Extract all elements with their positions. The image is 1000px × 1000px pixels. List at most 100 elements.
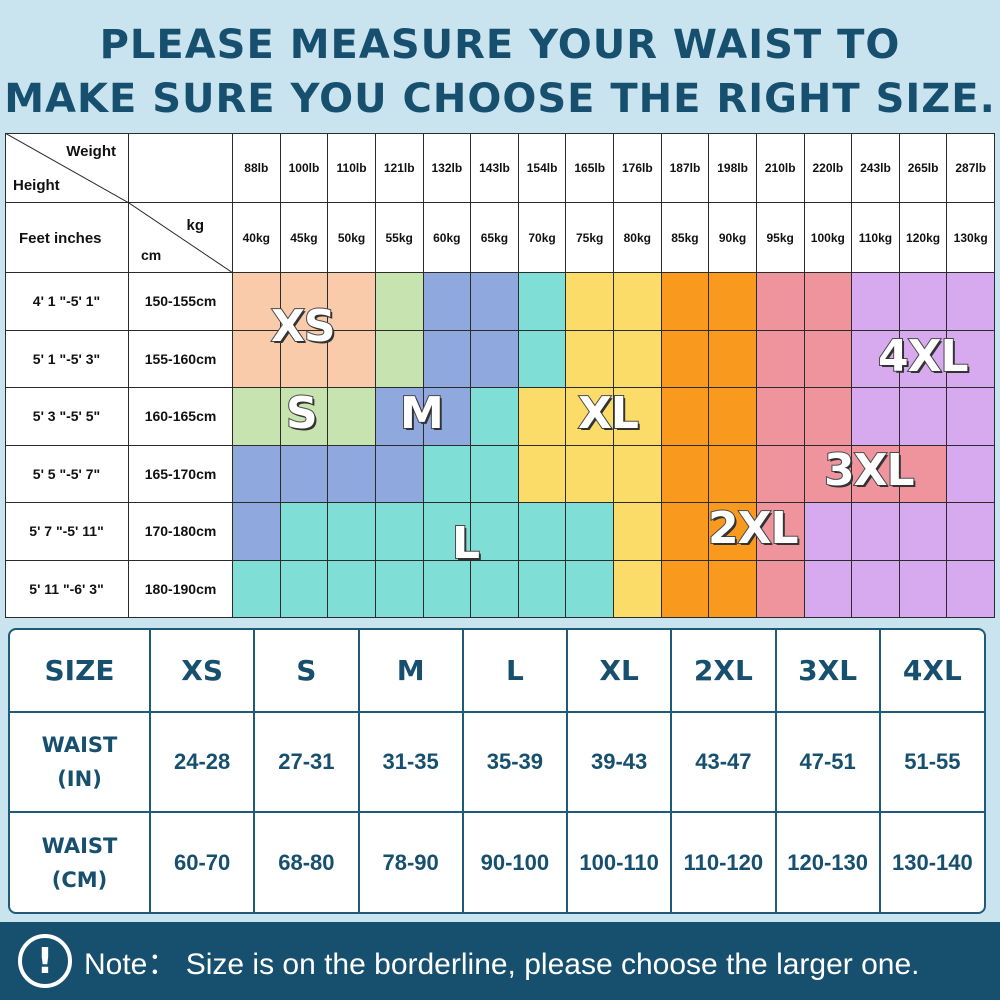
waist-cm-label-line: WAIST <box>41 833 118 858</box>
height-axis-label: Height <box>13 177 60 194</box>
size-cell <box>852 445 900 503</box>
size-cell <box>375 388 424 446</box>
waist-size-table: SIZE XS S M L XL 2XL 3XL 4XL WAIST (IN) 24-28 27-31… <box>8 628 986 914</box>
weight-kg-header: 80kg <box>614 203 662 273</box>
size-cell <box>280 445 329 503</box>
zone-label-4xl: 4XL <box>877 330 970 383</box>
size-cell <box>566 388 614 446</box>
size-cell <box>614 445 662 503</box>
waist-in-value: 51-55 <box>878 711 984 813</box>
size-cell <box>852 388 900 446</box>
waist-in-value: 27-31 <box>253 711 360 813</box>
waist-cm-value: 100-110 <box>565 811 673 912</box>
size-cell <box>899 503 948 561</box>
waist-cm-label-line: (CM) <box>51 867 108 892</box>
size-cell <box>756 445 805 503</box>
height-feet-label: 5' 1 "-5' 3" <box>5 330 129 388</box>
size-cell <box>233 560 281 618</box>
size-cell <box>947 330 995 388</box>
size-header-cell: 4XL <box>878 630 984 713</box>
size-cell <box>471 445 519 503</box>
size-cell <box>709 560 757 618</box>
zone-label-2xl: 2XL <box>707 502 800 555</box>
size-cell <box>375 445 424 503</box>
size-cell <box>852 503 900 561</box>
zone-label-m: M <box>399 387 445 440</box>
size-cell <box>471 503 519 561</box>
waist-table-header-row: SIZE XS S M L XL 2XL 3XL 4XL <box>10 630 984 713</box>
waist-in-label-line: (IN) <box>57 767 102 791</box>
size-cell <box>423 503 472 561</box>
size-header-cell: M <box>357 630 464 713</box>
size-cell <box>661 445 710 503</box>
weight-kg-header: 120kg <box>899 203 948 273</box>
waist-in-value: 39-43 <box>565 711 673 813</box>
waist-cm-value: 130-140 <box>878 811 984 912</box>
size-cell <box>566 560 614 618</box>
size-cell <box>375 503 424 561</box>
height-cm-label: 160-165cm <box>129 388 233 446</box>
weight-kg-header: 55kg <box>375 203 424 273</box>
weight-kg-header: 65kg <box>471 203 519 273</box>
waist-in-value: 35-39 <box>461 711 569 813</box>
note-text: Note： Size is on the borderline, please … <box>84 948 920 981</box>
size-cell <box>328 330 376 388</box>
size-cell <box>614 273 662 331</box>
kg-unit-label: kg <box>186 217 204 234</box>
size-cell <box>947 388 995 446</box>
weight-kg-header: 95kg <box>756 203 805 273</box>
waist-cm-row: WAIST (CM) 60-70 68-80 78-90 90-100 100-110 110… <box>10 811 984 912</box>
height-cm-label: 150-155cm <box>129 273 233 331</box>
size-cell <box>899 560 948 618</box>
weight-lb-header: 88lb <box>233 133 281 203</box>
size-cell <box>518 388 567 446</box>
size-cell <box>280 273 329 331</box>
size-cell <box>661 503 710 561</box>
height-cm-label: 180-190cm <box>129 560 233 618</box>
size-cell <box>661 388 710 446</box>
size-cell <box>899 445 948 503</box>
waist-in-label-line: WAIST <box>41 733 118 757</box>
waist-cm-value: 78-90 <box>357 811 464 912</box>
size-chart-grid: Weight Height Feet inches kg cm 88lb 100l… <box>5 133 995 618</box>
height-cm-label: 155-160cm <box>129 330 233 388</box>
size-cell <box>328 560 376 618</box>
size-cell <box>375 330 424 388</box>
waist-in-value: 43-47 <box>670 711 777 813</box>
headline-line-1: PLEASE MEASURE YOUR WAIST TO <box>99 22 901 68</box>
size-cell <box>709 330 757 388</box>
size-cell <box>328 503 376 561</box>
feet-inches-header: Feet inches <box>5 203 129 273</box>
weight-lb-header: 265lb <box>899 133 948 203</box>
weight-kg-header: 75kg <box>566 203 614 273</box>
size-cell <box>566 330 614 388</box>
size-cell <box>233 503 281 561</box>
size-cell <box>709 503 757 561</box>
waist-cm-value: 110-120 <box>670 811 777 912</box>
weight-lb-header: 287lb <box>947 133 995 203</box>
note-bar: ! Note： Size is on the borderline, pleas… <box>0 922 1000 1000</box>
waist-cm-value: 90-100 <box>461 811 569 912</box>
size-header-cell: XL <box>565 630 673 713</box>
size-cell <box>471 388 519 446</box>
weight-kg-header: 100kg <box>804 203 853 273</box>
zone-label-s: S <box>285 387 319 440</box>
size-cell <box>566 503 614 561</box>
size-cell <box>804 330 853 388</box>
size-cell <box>756 560 805 618</box>
weight-kg-header: 110kg <box>852 203 900 273</box>
weight-lb-header: 110lb <box>328 133 376 203</box>
size-cell <box>518 503 567 561</box>
zone-label-l: L <box>451 517 481 570</box>
waist-cm-value: 60-70 <box>148 811 256 912</box>
size-cell <box>375 273 424 331</box>
size-cell <box>614 388 662 446</box>
weight-lb-header: 143lb <box>471 133 519 203</box>
waist-in-value: 47-51 <box>774 711 881 813</box>
size-cell <box>756 273 805 331</box>
zone-label-xs: XS <box>270 300 337 353</box>
size-cell <box>899 388 948 446</box>
size-header-cell: 3XL <box>774 630 881 713</box>
weight-lb-header: 165lb <box>566 133 614 203</box>
size-cell <box>709 445 757 503</box>
